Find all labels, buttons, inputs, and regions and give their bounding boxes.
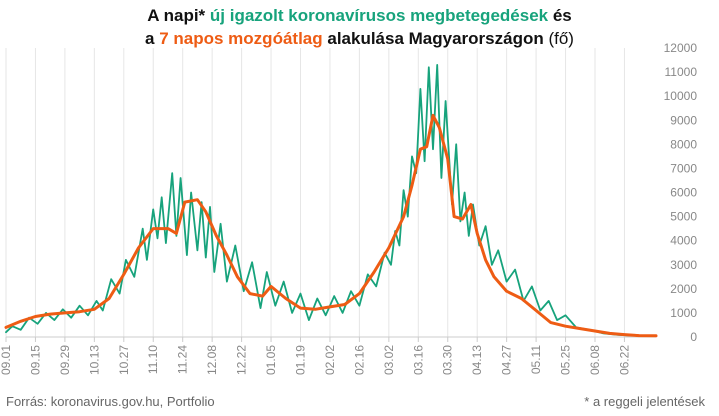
x-tick-label: 03.16 bbox=[411, 345, 425, 375]
x-tick-label: 09.15 bbox=[28, 345, 42, 375]
y-tick-label: 11000 bbox=[665, 65, 698, 79]
y-tick-label: 7000 bbox=[670, 161, 697, 175]
title-daily-series-name: új igazolt koronavírusos megbetegedések bbox=[209, 6, 549, 25]
y-tick-label: 0 bbox=[690, 330, 697, 344]
chart-title-line2: a 7 napos mozgóátlag alakulása Magyarors… bbox=[0, 27, 719, 50]
x-tick-label: 02.16 bbox=[352, 345, 366, 375]
x-tick-label: 12.08 bbox=[205, 345, 219, 375]
x-tick-label: 09.29 bbox=[58, 345, 72, 375]
footnote: * a reggeli jelentések bbox=[584, 394, 705, 409]
chart-title: A napi* új igazolt koronavírusos megbete… bbox=[0, 4, 719, 50]
x-axis-labels: 09.01 09.15 09.29 10.13 10.27 11.10 11.24 12.08… bbox=[0, 345, 631, 375]
y-tick-label: 4000 bbox=[670, 234, 697, 248]
x-tick-label: 01.19 bbox=[293, 345, 307, 375]
title-text: alakulása Magyarországon bbox=[322, 29, 544, 48]
y-axis-labels: 0 1000 2000 3000 4000 5000 6000 7000 8000 9000 100… bbox=[664, 41, 698, 344]
x-tick-label: 12.22 bbox=[235, 345, 249, 375]
title-text: a bbox=[145, 29, 160, 48]
x-tick-label: 09.01 bbox=[0, 345, 13, 375]
y-tick-label: 5000 bbox=[670, 210, 697, 224]
y-tick-label: 1000 bbox=[670, 306, 697, 320]
x-tick-label: 06.22 bbox=[617, 345, 631, 375]
y-tick-label: 10000 bbox=[664, 89, 698, 103]
daily-cases-line bbox=[5, 64, 649, 337]
x-tick-label: 04.27 bbox=[500, 345, 514, 375]
title-average-series-name: 7 napos mozgóátlag bbox=[159, 29, 323, 48]
moving-average-line bbox=[4, 113, 658, 338]
x-tick-label: 05.25 bbox=[559, 345, 573, 375]
x-tick-label: 03.30 bbox=[441, 345, 455, 375]
chart-series bbox=[4, 64, 658, 338]
y-tick-label: 2000 bbox=[670, 282, 697, 296]
x-tick-label: 06.08 bbox=[588, 345, 602, 375]
x-tick-label: 03.02 bbox=[382, 345, 396, 375]
x-tick-label: 10.13 bbox=[87, 345, 101, 375]
x-tick-label: 11.10 bbox=[146, 345, 160, 374]
chart-title-line1: A napi* új igazolt koronavírusos megbete… bbox=[0, 4, 719, 27]
title-text: és bbox=[548, 6, 572, 25]
x-tick-label: 05.11 bbox=[529, 345, 543, 374]
title-text: A napi* bbox=[147, 6, 210, 25]
y-tick-label: 9000 bbox=[670, 113, 697, 127]
y-tick-label: 6000 bbox=[670, 186, 697, 200]
x-tick-label: 10.27 bbox=[117, 345, 131, 375]
title-unit: (fő) bbox=[543, 29, 574, 48]
y-tick-label: 3000 bbox=[670, 258, 697, 272]
y-tick-label: 12000 bbox=[664, 41, 698, 55]
y-tick-label: 8000 bbox=[670, 137, 697, 151]
x-tick-label: 11.24 bbox=[176, 345, 190, 374]
chart-axes bbox=[5, 336, 656, 342]
x-tick-label: 04.13 bbox=[470, 345, 484, 375]
x-tick-label: 02.02 bbox=[323, 345, 337, 375]
x-tick-label: 01.05 bbox=[264, 345, 278, 375]
chart-grid bbox=[5, 48, 625, 337]
source-note: Forrás: koronavirus.gov.hu, Portfolio bbox=[6, 394, 215, 409]
